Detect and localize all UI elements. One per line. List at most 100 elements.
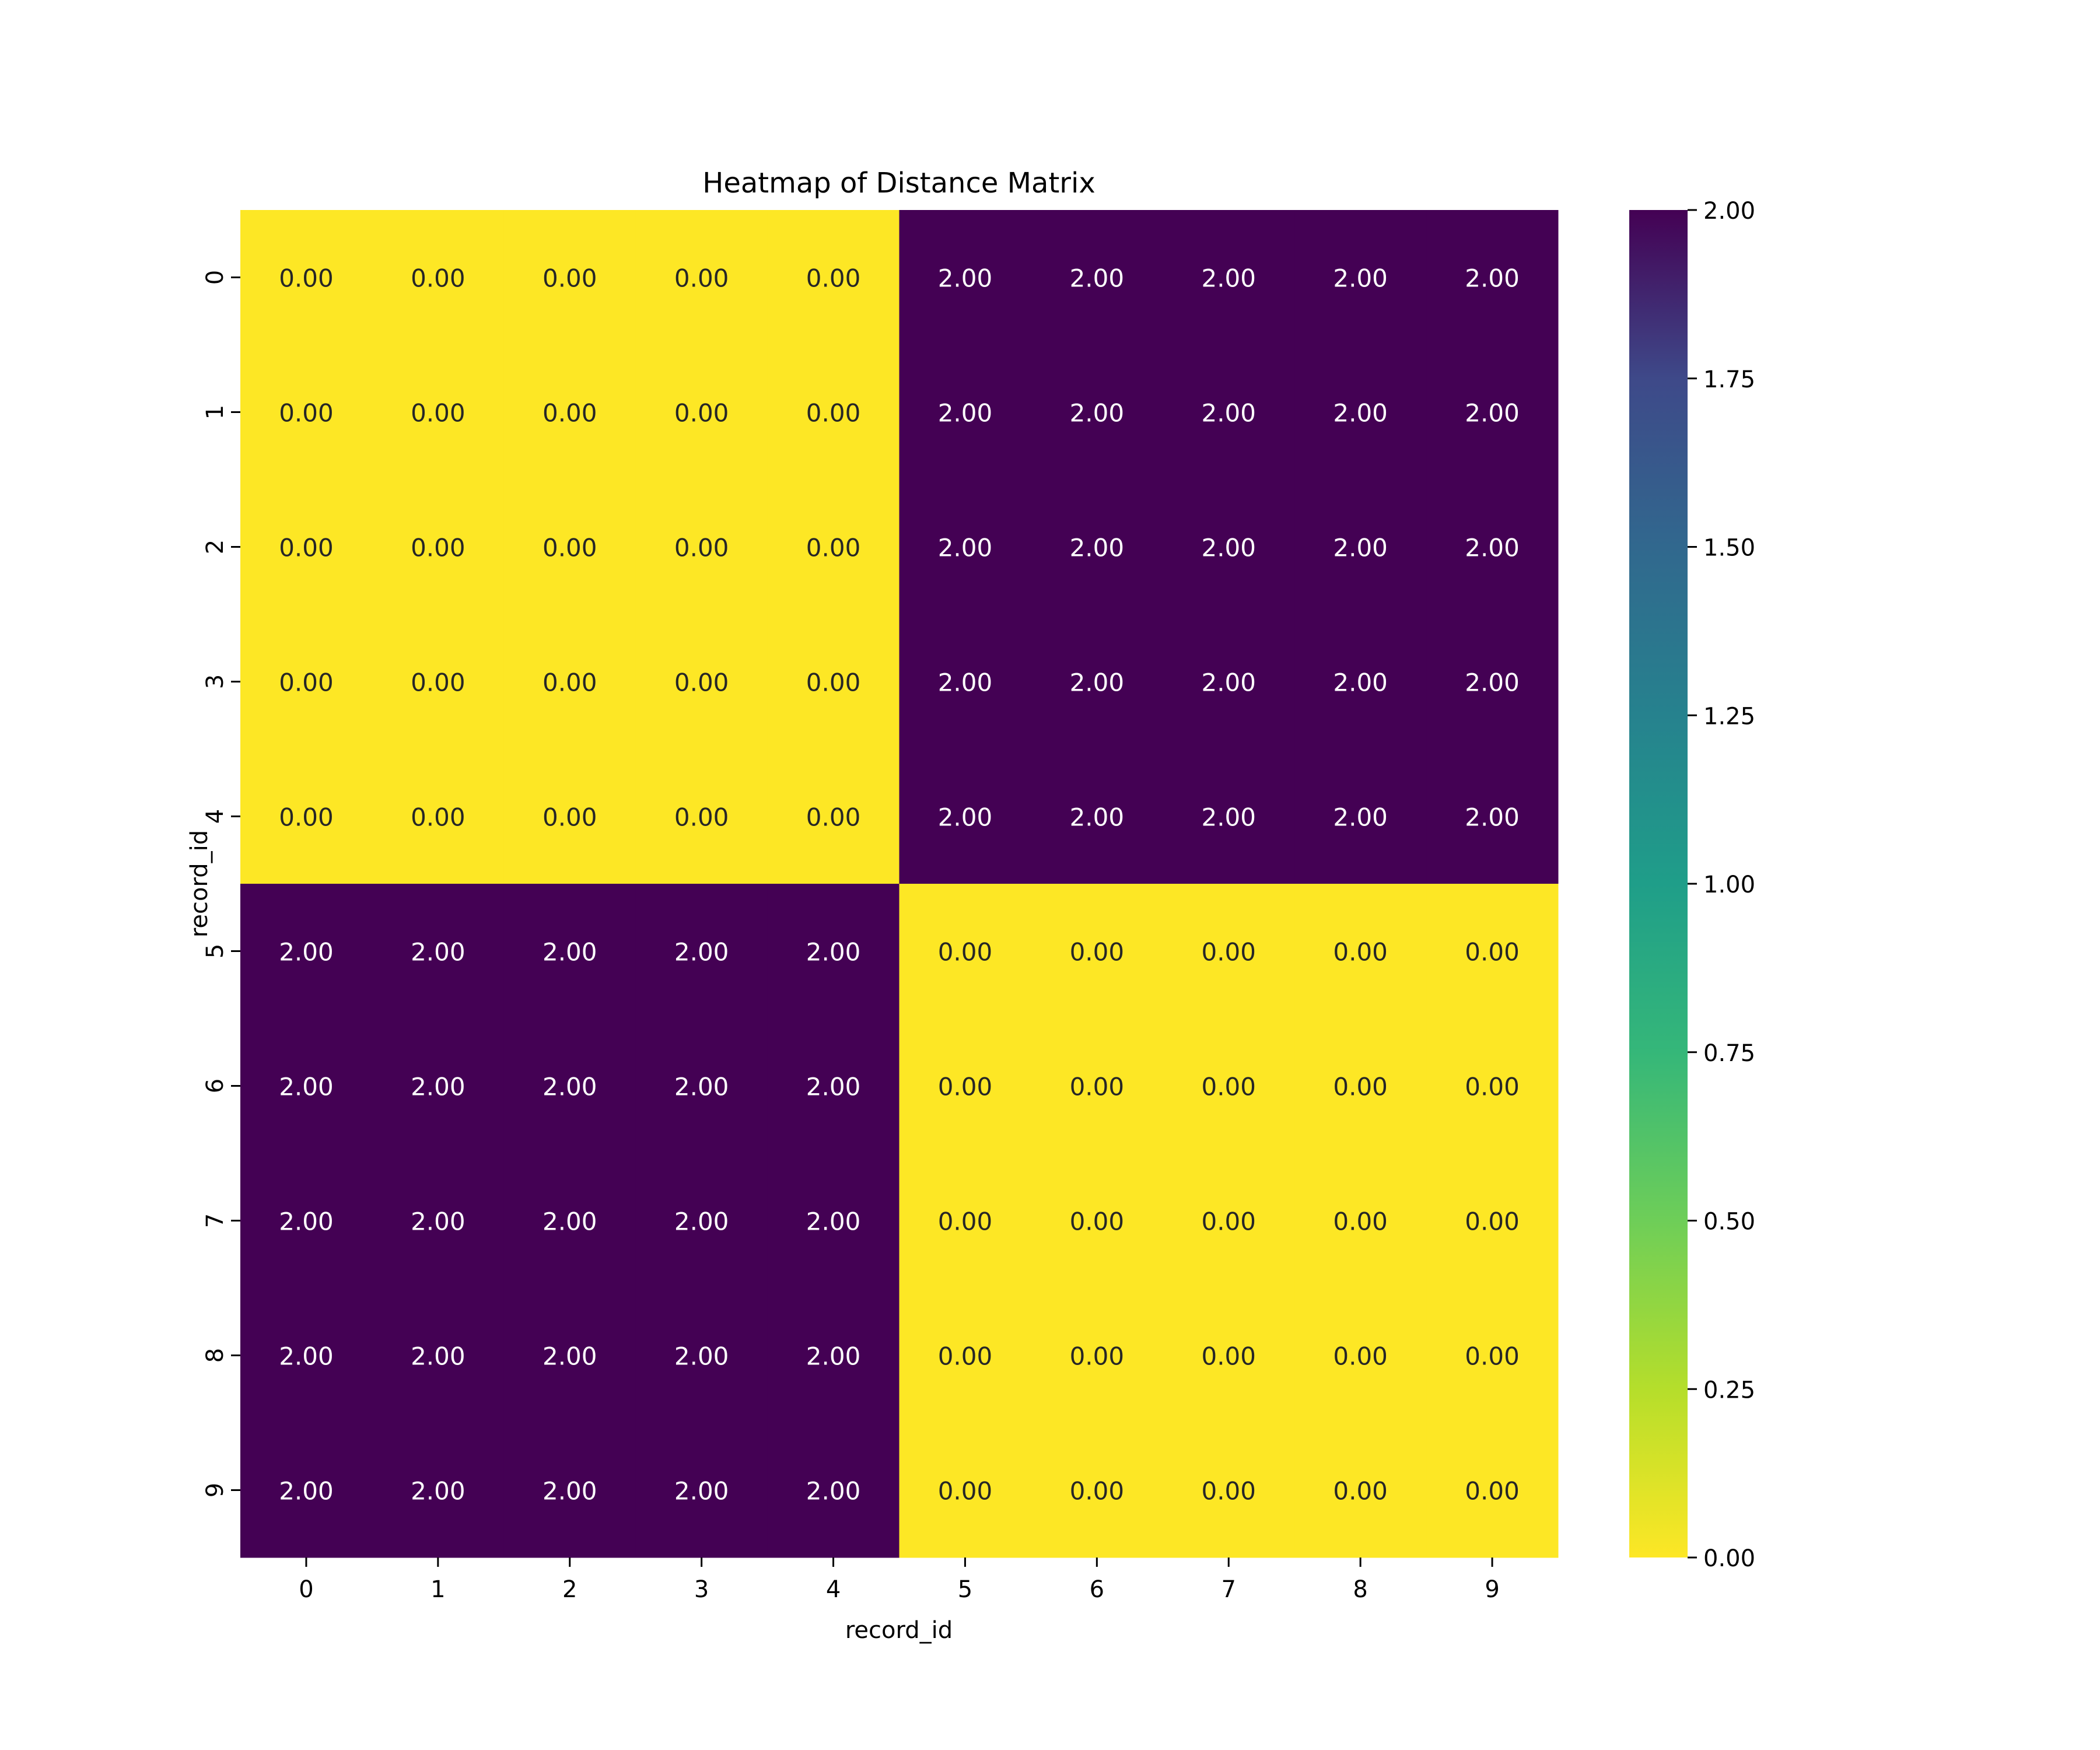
- cell-value-label: 2.00: [279, 1073, 334, 1101]
- colorbar-tick-label: 0.25: [1703, 1377, 1755, 1404]
- cell-value-label: 0.00: [1333, 1477, 1388, 1506]
- cell-value-label: 0.00: [1333, 938, 1388, 967]
- heatmap-cell: [503, 345, 636, 480]
- heatmap-cell: [1163, 614, 1295, 750]
- cell-value-label: 2.00: [411, 1208, 466, 1236]
- cell-value-label: 2.00: [674, 1208, 729, 1236]
- colorbar-tick-label: 1.00: [1703, 872, 1755, 898]
- cell-value-label: 0.00: [1070, 1073, 1125, 1101]
- heatmap-cell: [1294, 1153, 1427, 1289]
- cell-value-label: 2.00: [674, 1477, 729, 1506]
- heatmap-cell: [240, 1423, 373, 1558]
- heatmap-cell: [1426, 1288, 1559, 1423]
- colorbar-tick-label: 0.75: [1703, 1040, 1755, 1067]
- cell-value-label: 0.00: [1465, 1342, 1520, 1371]
- cell-value-label: 2.00: [806, 1477, 861, 1506]
- cell-value-label: 2.00: [938, 534, 993, 562]
- heatmap-cells: 0.00 0.00 0.00 0.00 0.00 2.00 2.00 2.00 2.00 2.00…: [240, 210, 1559, 1558]
- cell-value-label: 0.00: [1201, 938, 1256, 967]
- cell-value-label: 0.00: [279, 534, 334, 562]
- colorbar-tick-label: 1.75: [1703, 366, 1755, 393]
- cell-value-label: 0.00: [674, 264, 729, 293]
- x-tick-label: 6: [1090, 1576, 1104, 1603]
- cell-value-label: 2.00: [938, 668, 993, 697]
- cell-value-label: 0.00: [542, 668, 597, 697]
- heatmap-cell: [899, 749, 1031, 884]
- heatmap-cell: [635, 1153, 768, 1289]
- cell-value-label: 0.00: [1465, 1208, 1520, 1236]
- cell-value-label: 0.00: [411, 264, 466, 293]
- heatmap-cell: [899, 480, 1031, 615]
- heatmap-cell: [503, 1423, 636, 1558]
- colorbar-tick-label: 1.25: [1703, 703, 1755, 730]
- heatmap-cell: [503, 884, 636, 1019]
- heatmap-cell: [767, 1153, 900, 1289]
- heatmap-cell: [1031, 1288, 1163, 1423]
- cell-value-label: 0.00: [938, 938, 993, 967]
- cell-value-label: 2.00: [1201, 668, 1256, 697]
- heatmap-cell: [503, 1153, 636, 1289]
- cell-value-label: 2.00: [674, 938, 729, 967]
- cell-value-label: 2.00: [411, 938, 466, 967]
- colorbar-ticks: 0.00 0.25 0.50 0.75 1.00 1.25 1.50 1.75 2.00: [1688, 198, 1755, 1572]
- heatmap-cell: [899, 1019, 1031, 1154]
- heatmap-cell: [767, 210, 900, 345]
- heatmap-cell: [240, 1019, 373, 1154]
- cell-value-label: 0.00: [1070, 1477, 1125, 1506]
- heatmap-cell: [635, 749, 768, 884]
- y-tick-label: 5: [202, 944, 229, 958]
- cell-value-label: 2.00: [806, 1073, 861, 1101]
- cell-value-label: 2.00: [1201, 803, 1256, 832]
- heatmap-cell: [899, 1423, 1031, 1558]
- colorbar-tick-label: 2.00: [1703, 198, 1755, 225]
- cell-value-label: 0.00: [542, 264, 597, 293]
- cell-value-label: 0.00: [1070, 938, 1125, 967]
- cell-value-label: 0.00: [1465, 938, 1520, 967]
- heatmap-cell: [767, 884, 900, 1019]
- y-tick-label: 2: [202, 540, 229, 554]
- heatmap-cell: [372, 884, 505, 1019]
- x-tick-label: 1: [430, 1576, 445, 1603]
- colorbar-tick-label: 0.50: [1703, 1209, 1755, 1236]
- cell-value-label: 2.00: [279, 938, 334, 967]
- colorbar-tick-label: 0.00: [1703, 1545, 1755, 1572]
- y-tick-label: 8: [202, 1348, 229, 1363]
- heatmap-cell: [372, 345, 505, 480]
- cell-value-label: 0.00: [938, 1208, 993, 1236]
- heatmap-cell: [372, 614, 505, 750]
- heatmap-cell: [899, 210, 1031, 345]
- cell-value-label: 2.00: [411, 1477, 466, 1506]
- cell-value-label: 0.00: [1070, 1342, 1125, 1371]
- heatmap-cell: [1426, 210, 1559, 345]
- cell-value-label: 2.00: [938, 803, 993, 832]
- heatmap-cell: [635, 480, 768, 615]
- x-tick-label: 0: [299, 1576, 313, 1603]
- cell-value-label: 2.00: [1465, 803, 1520, 832]
- cell-value-label: 0.00: [806, 534, 861, 562]
- heatmap-cell: [372, 1153, 505, 1289]
- cell-value-label: 2.00: [806, 1342, 861, 1371]
- cell-value-label: 0.00: [1333, 1073, 1388, 1101]
- cell-value-label: 2.00: [542, 1342, 597, 1371]
- cell-value-label: 2.00: [1201, 399, 1256, 428]
- cell-value-label: 2.00: [806, 938, 861, 967]
- heatmap-cell: [635, 614, 768, 750]
- cell-value-label: 0.00: [1201, 1208, 1256, 1236]
- heatmap-cell: [767, 614, 900, 750]
- heatmap-cell: [635, 210, 768, 345]
- heatmap-cell: [1426, 1423, 1559, 1558]
- heatmap-cell: [372, 1423, 505, 1558]
- heatmap-cell: [372, 480, 505, 615]
- heatmap-cell: [1294, 1019, 1427, 1154]
- cell-value-label: 2.00: [542, 938, 597, 967]
- heatmap-cell: [503, 1288, 636, 1423]
- heatmap-cell: [1294, 614, 1427, 750]
- heatmap-cell: [767, 1288, 900, 1423]
- y-tick-label: 6: [202, 1079, 229, 1093]
- y-axis-label: record_id: [186, 830, 213, 937]
- cell-value-label: 2.00: [1333, 264, 1388, 293]
- cell-value-label: 2.00: [938, 264, 993, 293]
- heatmap-cell: [240, 210, 373, 345]
- heatmap-cell: [1294, 884, 1427, 1019]
